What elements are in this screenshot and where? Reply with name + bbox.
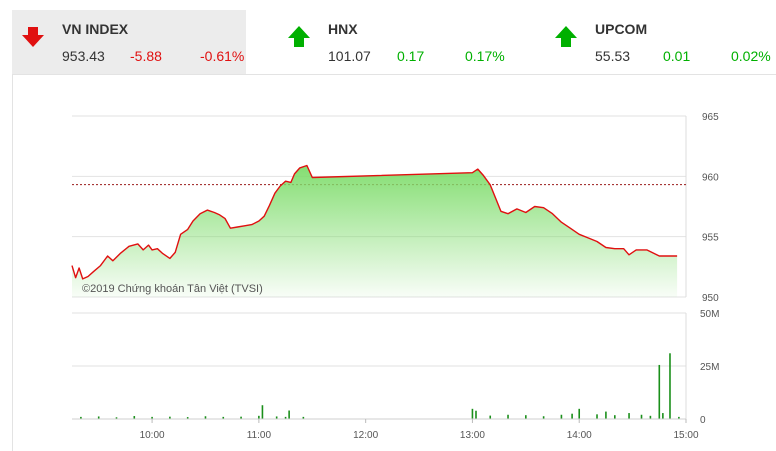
index-name: HNX	[328, 21, 358, 37]
volume-bar	[97, 416, 100, 419]
time-tick-label: 14:00	[567, 430, 592, 441]
price-tick-label: 950	[702, 293, 719, 304]
index-name: UPCOM	[595, 21, 648, 37]
time-tick-label: 11:00	[247, 430, 272, 441]
volume-bar	[169, 416, 171, 419]
volume-bar	[669, 353, 671, 419]
index-change: -5.88	[130, 48, 162, 64]
volume-bar	[628, 413, 630, 419]
volume-bar	[151, 416, 153, 419]
time-tick-label: 12:00	[353, 430, 378, 441]
index-change: 0.17	[397, 48, 425, 64]
index-summary-bar: VN INDEX 953.43 -5.88 -0.61% HNX 101.07 …	[0, 0, 776, 74]
volume-bar	[186, 417, 189, 419]
volume-bar	[489, 415, 492, 419]
volume-bar	[605, 411, 607, 419]
time-tick-label: 15:00	[673, 430, 698, 441]
volume-tick-label: 25M	[700, 362, 719, 373]
volume-tick-label: 0	[700, 415, 706, 426]
arrow-up-icon	[555, 26, 577, 47]
volume-grid	[72, 312, 687, 420]
volume-bar	[258, 415, 260, 419]
volume-bar	[275, 416, 278, 419]
volume-tick-label: 50M	[700, 309, 719, 320]
index-tile-upcom[interactable]: UPCOM 55.53 0.01 0.02%	[545, 10, 776, 74]
volume-bar	[525, 415, 527, 419]
index-change: 0.01	[663, 48, 691, 64]
price-series-line	[71, 164, 678, 280]
volume-bar	[571, 413, 573, 419]
volume-bar	[284, 416, 287, 419]
volume-bar	[578, 408, 581, 419]
time-tick-label: 10:00	[140, 430, 165, 441]
volume-bar	[614, 415, 616, 419]
header-divider	[12, 74, 776, 75]
volume-bar	[658, 364, 661, 419]
volume-bar	[640, 414, 643, 419]
price-line	[71, 164, 678, 280]
index-name: VN INDEX	[62, 21, 129, 37]
volume-bar	[596, 414, 598, 419]
price-tick-label: 960	[702, 172, 719, 183]
left-border	[12, 75, 13, 451]
volume-bar	[507, 414, 509, 419]
index-tile-hnx[interactable]: HNX 101.07 0.17 0.17%	[278, 10, 508, 74]
volume-bar	[302, 416, 305, 419]
volume-bar	[649, 415, 652, 419]
volume-bar	[560, 414, 563, 419]
arrow-up-icon	[288, 26, 310, 47]
price-tick-label: 955	[702, 233, 719, 244]
arrow-down-icon	[22, 27, 44, 47]
volume-bar	[662, 413, 664, 419]
price-tick-label: 965	[702, 112, 719, 123]
volume-bar	[471, 408, 474, 419]
index-value: 101.07	[328, 48, 371, 64]
volume-bar	[475, 410, 477, 419]
volume-bar	[133, 416, 136, 419]
volume-bar	[204, 416, 207, 419]
volume-bar	[115, 417, 118, 419]
index-percent: 0.02%	[731, 48, 771, 64]
volume-bars	[80, 353, 680, 419]
index-value: 953.43	[62, 48, 105, 64]
volume-bar	[678, 416, 680, 419]
index-percent: 0.17%	[465, 48, 505, 64]
volume-y-axis: 50M 25M 0	[700, 309, 719, 426]
volume-bar	[222, 416, 225, 419]
volume-bar	[288, 410, 290, 419]
volume-bar	[542, 416, 545, 419]
volume-bar	[80, 416, 82, 419]
index-value: 55.53	[595, 48, 631, 64]
price-area	[72, 165, 678, 297]
time-axis: 10:00 11:00 12:00 13:00 14:00 15:00	[72, 418, 699, 441]
price-area-fill	[72, 165, 678, 297]
index-tile-vnindex[interactable]: VN INDEX 953.43 -5.88 -0.61%	[12, 10, 246, 74]
chart-watermark: ©2019 Chứng khoán Tân Việt (TVSI)	[82, 283, 263, 295]
volume-bar	[240, 416, 242, 419]
index-percent: -0.61%	[200, 48, 245, 64]
price-y-axis: 965 960 955 950	[702, 112, 719, 304]
time-tick-label: 13:00	[460, 430, 485, 441]
volume-bar	[261, 405, 264, 419]
